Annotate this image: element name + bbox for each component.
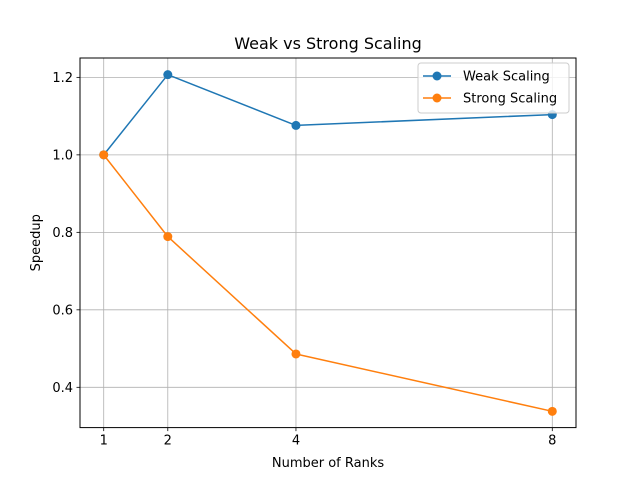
data-point [99, 150, 109, 160]
x-tick-label: 4 [292, 434, 300, 449]
data-point [291, 120, 301, 130]
x-tick-label: 2 [164, 434, 172, 449]
legend-marker-weak [432, 71, 442, 81]
series-layer [99, 70, 557, 416]
axis-ticks: 1 2 4 8 0.4 0.6 0.8 1.0 1.2 [52, 71, 556, 449]
grid-lines [80, 58, 576, 428]
chart-title: Weak vs Strong Scaling [234, 34, 422, 53]
y-tick-label: 0.8 [52, 226, 73, 241]
y-tick-label: 1.2 [52, 71, 73, 86]
y-tick-label: 1.0 [52, 148, 73, 163]
data-point [291, 349, 301, 359]
series-line-1 [103, 154, 553, 413]
legend-marker-strong [432, 93, 442, 103]
legend-box [417, 62, 570, 114]
series-line-0 [103, 73, 553, 156]
y-tick-label: 0.4 [52, 381, 73, 396]
y-axis-label: Speedup [29, 214, 44, 271]
legend: Weak Scaling Strong Scaling [417, 62, 570, 114]
y-tick-label: 0.6 [52, 303, 73, 318]
data-point [163, 232, 173, 242]
legend-label-strong: Strong Scaling [463, 92, 557, 107]
plot-frame [79, 57, 577, 429]
data-point [547, 406, 557, 416]
legend-label-weak: Weak Scaling [463, 70, 550, 85]
x-tick-label: 8 [548, 434, 556, 449]
x-axis-label: Number of Ranks [272, 456, 384, 471]
data-point [163, 70, 173, 80]
x-tick-label: 1 [100, 434, 108, 449]
